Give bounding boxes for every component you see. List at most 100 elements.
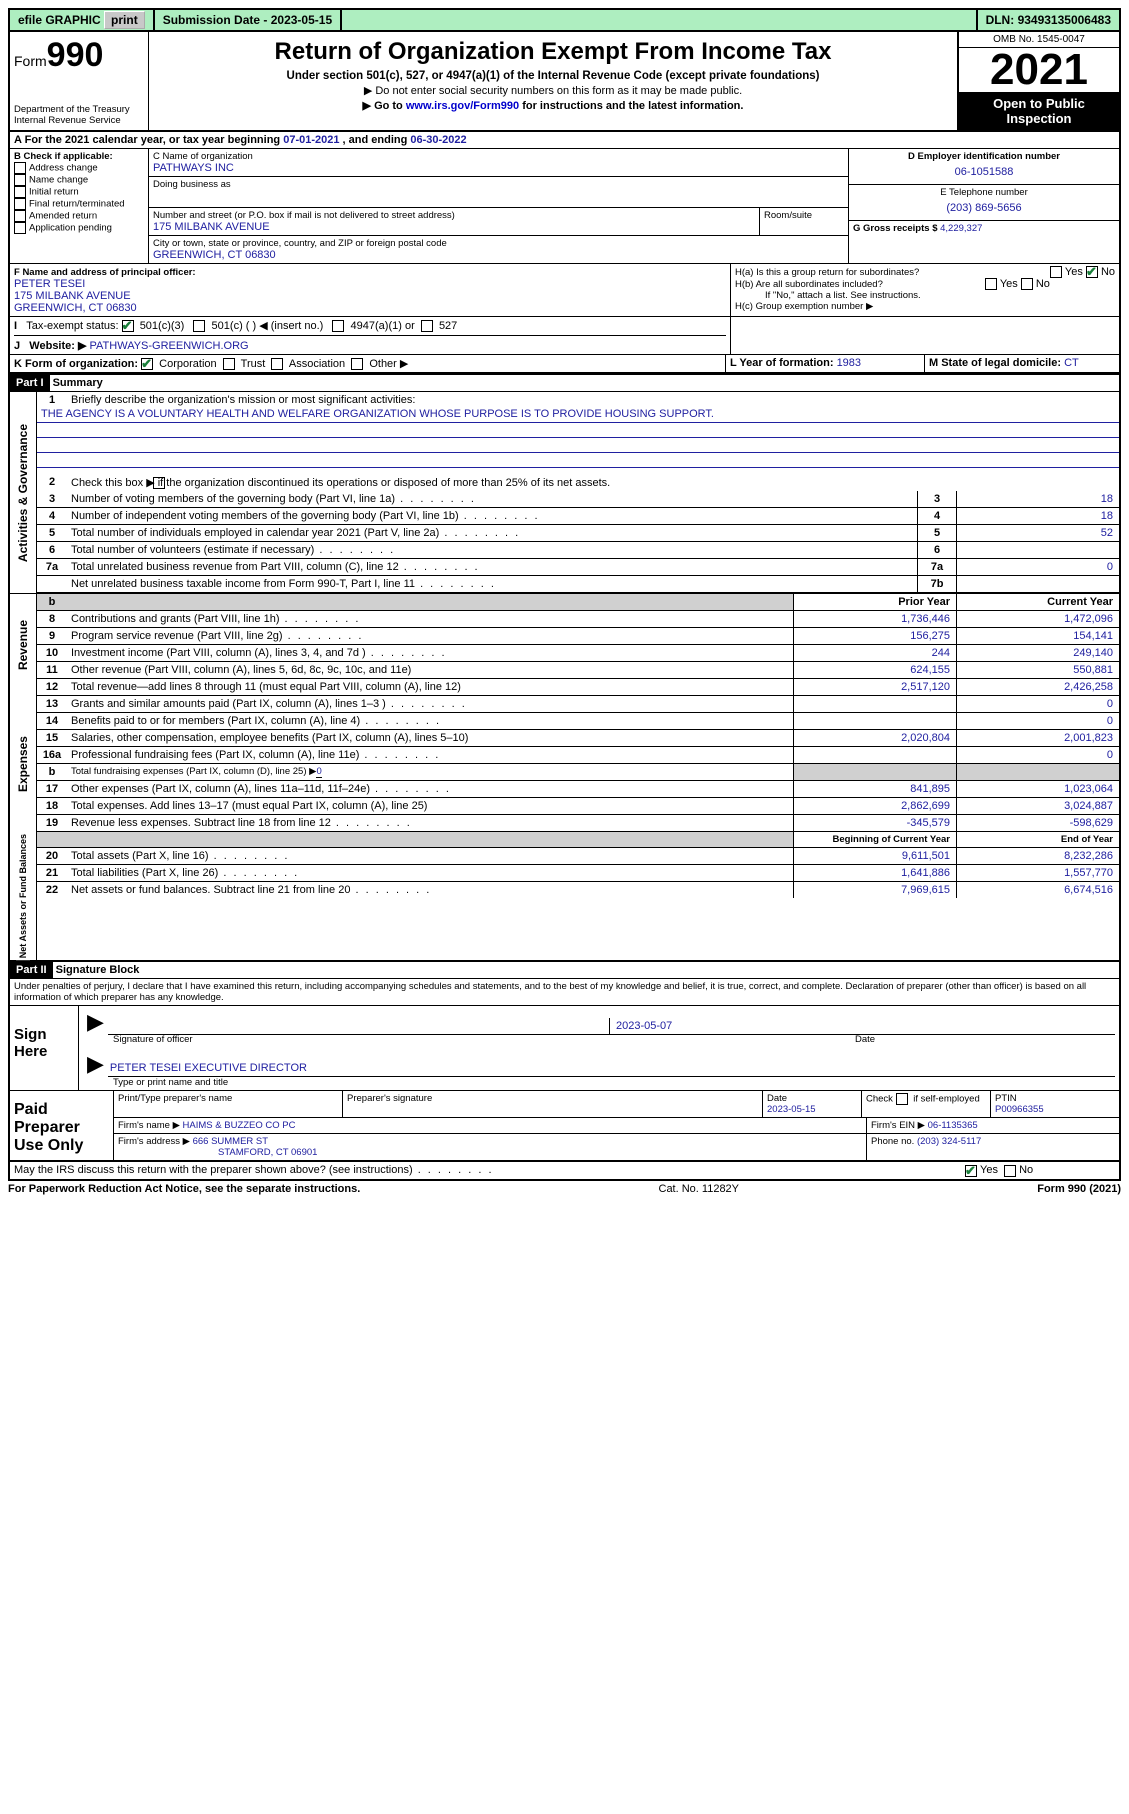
l18-prior: 2,862,699 xyxy=(793,798,956,814)
sign-here-block: Sign Here ▶ 2023-05-07 Signature of offi… xyxy=(10,1006,1119,1091)
g-receipts: G Gross receipts $ 4,229,327 xyxy=(849,221,1119,236)
sig-arrow-icon-2: ▶ xyxy=(83,1051,108,1077)
website: PATHWAYS-GREENWICH.ORG xyxy=(90,340,249,352)
dln: DLN: 93493135006483 xyxy=(976,10,1119,30)
addr-change-checkbox[interactable] xyxy=(14,162,26,174)
l3-desc: Number of voting members of the governin… xyxy=(67,491,917,507)
opt-amended: Amended return xyxy=(29,211,97,222)
l6-val xyxy=(956,542,1119,558)
initial-return-checkbox[interactable] xyxy=(14,186,26,198)
pending-checkbox[interactable] xyxy=(14,222,26,234)
l22-desc: Net assets or fund balances. Subtract li… xyxy=(67,882,793,898)
sig-arrow-icon: ▶ xyxy=(83,1009,108,1035)
print-button[interactable]: print xyxy=(104,11,145,29)
l16b-prior-shade xyxy=(793,764,956,780)
self-employed-checkbox[interactable] xyxy=(896,1093,908,1105)
entity-block: B Check if applicable: Address change Na… xyxy=(10,149,1119,263)
l12-curr: 2,426,258 xyxy=(956,679,1119,695)
d-label: D Employer identification number xyxy=(853,151,1115,162)
col-curr: Current Year xyxy=(956,594,1119,610)
col-end: End of Year xyxy=(956,832,1119,847)
pp-sig-label: Preparer's signature xyxy=(343,1091,763,1117)
l11-curr: 550,881 xyxy=(956,662,1119,678)
discuss-no-checkbox[interactable] xyxy=(1004,1165,1016,1177)
hb-no-checkbox[interactable] xyxy=(1021,278,1033,290)
l13-prior xyxy=(793,696,956,712)
pp-self-label: Check xyxy=(866,1094,896,1105)
org-city: GREENWICH, CT 06830 xyxy=(153,249,844,261)
trust-checkbox[interactable] xyxy=(223,358,235,370)
k-corp: Corporation xyxy=(159,358,216,370)
hb-yes-checkbox[interactable] xyxy=(985,278,997,290)
footer-left: For Paperwork Reduction Act Notice, see … xyxy=(8,1183,360,1195)
ha-no-checkbox[interactable] xyxy=(1086,266,1098,278)
l2-checkbox[interactable] xyxy=(153,477,165,489)
m-label: M State of legal domicile: xyxy=(929,357,1064,369)
l14-desc: Benefits paid to or for members (Part IX… xyxy=(67,713,793,729)
firm-phone: (203) 324-5117 xyxy=(917,1136,981,1147)
l14-curr: 0 xyxy=(956,713,1119,729)
l21-desc: Total liabilities (Part X, line 26) xyxy=(67,865,793,881)
l7b-desc: Net unrelated business taxable income fr… xyxy=(67,576,917,592)
l12-desc: Total revenue—add lines 8 through 11 (mu… xyxy=(67,679,793,695)
org-addr: 175 MILBANK AVENUE xyxy=(153,221,755,233)
l10-curr: 249,140 xyxy=(956,645,1119,661)
corp-checkbox[interactable] xyxy=(141,358,153,370)
l9-prior: 156,275 xyxy=(793,628,956,644)
501c3-checkbox[interactable] xyxy=(122,320,134,332)
i-527: 527 xyxy=(439,320,457,332)
assoc-checkbox[interactable] xyxy=(271,358,283,370)
l20-desc: Total assets (Part X, line 16) xyxy=(67,848,793,864)
l19-desc: Revenue less expenses. Subtract line 18 … xyxy=(67,815,793,831)
ij-row: I Tax-exempt status: 501(c)(3) 501(c) ( … xyxy=(10,317,1119,355)
no-label2: No xyxy=(1036,278,1050,290)
final-return-checkbox[interactable] xyxy=(14,198,26,210)
top-bar: efile GRAPHIC print Submission Date - 20… xyxy=(8,8,1121,32)
amended-checkbox[interactable] xyxy=(14,210,26,222)
discuss-label: May the IRS discuss this return with the… xyxy=(10,1162,961,1178)
paid-label: Paid Preparer Use Only xyxy=(10,1091,114,1160)
l16b-desc: Total fundraising expenses (Part IX, col… xyxy=(71,766,316,777)
l15-prior: 2,020,804 xyxy=(793,730,956,746)
i-label: Tax-exempt status: xyxy=(26,320,118,332)
sig-officer-label: Signature of officer xyxy=(113,1034,849,1045)
room-label: Room/suite xyxy=(764,210,844,221)
c-name-label: C Name of organization xyxy=(153,151,844,162)
4947-checkbox[interactable] xyxy=(332,320,344,332)
firm-name: HAIMS & BUZZEO CO PC xyxy=(183,1120,296,1131)
l10-desc: Investment income (Part VIII, column (A)… xyxy=(67,645,793,661)
ein: 06-1051588 xyxy=(853,162,1115,182)
open-public: Open to Public Inspection xyxy=(959,92,1119,130)
opt-initial: Initial return xyxy=(29,187,79,198)
addr-label: Number and street (or P.O. box if mail i… xyxy=(153,210,755,221)
ha-yes-checkbox[interactable] xyxy=(1050,266,1062,278)
501c-checkbox[interactable] xyxy=(193,320,205,332)
l16a-curr: 0 xyxy=(956,747,1119,763)
sig-officer-line xyxy=(108,1008,609,1035)
l20-prior: 9,611,501 xyxy=(793,848,956,864)
name-change-checkbox[interactable] xyxy=(14,174,26,186)
mission-blank2 xyxy=(37,438,1119,453)
discuss-yes-checkbox[interactable] xyxy=(965,1165,977,1177)
l7b-val xyxy=(956,576,1119,592)
discuss-yes: Yes xyxy=(980,1164,998,1176)
527-checkbox[interactable] xyxy=(421,320,433,332)
firm-ein-label: Firm's EIN ▶ xyxy=(871,1120,925,1131)
l8-prior: 1,736,446 xyxy=(793,611,956,627)
officer-name: PETER TESEI xyxy=(14,278,85,290)
l5-desc: Total number of individuals employed in … xyxy=(67,525,917,541)
part2-header: Part II Signature Block xyxy=(10,960,1119,979)
pp-self-label2: if self-employed xyxy=(911,1094,980,1105)
section-b: B Check if applicable: Address change Na… xyxy=(10,149,149,263)
firm-phone-label: Phone no. xyxy=(871,1136,917,1147)
k-assoc: Association xyxy=(289,358,345,370)
irs-link[interactable]: www.irs.gov/Form990 xyxy=(406,100,519,112)
l11-desc: Other revenue (Part VIII, column (A), li… xyxy=(67,662,793,678)
tax-year: 2021 xyxy=(959,48,1119,92)
other-checkbox[interactable] xyxy=(351,358,363,370)
l8-desc: Contributions and grants (Part VIII, lin… xyxy=(67,611,793,627)
part1-header: Part I Summary xyxy=(10,373,1119,392)
instructions-link: Go to www.irs.gov/Form990 for instructio… xyxy=(153,99,953,112)
k-other: Other ▶ xyxy=(369,358,408,370)
year-formation: 1983 xyxy=(837,357,861,369)
